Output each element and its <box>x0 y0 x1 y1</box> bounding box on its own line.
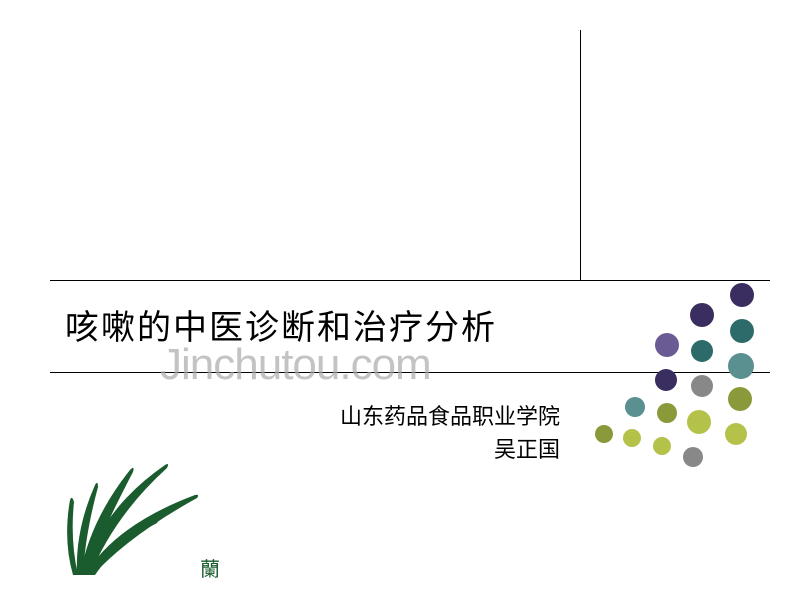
author: 吴正国 <box>310 433 560 466</box>
subtitle-block: 山东药品食品职业学院 吴正国 <box>310 400 560 466</box>
vertical-divider <box>580 30 581 280</box>
dot <box>595 425 613 443</box>
dot <box>690 303 714 327</box>
dot <box>623 429 641 447</box>
watermark: Jinchutou.com <box>160 340 431 390</box>
orchid-label: 蘭 <box>200 553 220 582</box>
dot <box>625 397 645 417</box>
dot <box>655 333 679 357</box>
dot <box>728 387 752 411</box>
dot <box>730 319 754 343</box>
dot <box>657 403 677 423</box>
dot <box>691 375 713 397</box>
dot <box>691 340 713 362</box>
institution: 山东药品食品职业学院 <box>310 400 560 433</box>
dot <box>730 283 754 307</box>
dot <box>728 353 754 379</box>
dot <box>687 410 711 434</box>
dot <box>655 369 677 391</box>
decorative-dots <box>595 275 765 505</box>
dot <box>725 423 747 445</box>
dot <box>683 447 703 467</box>
dot <box>653 437 671 455</box>
